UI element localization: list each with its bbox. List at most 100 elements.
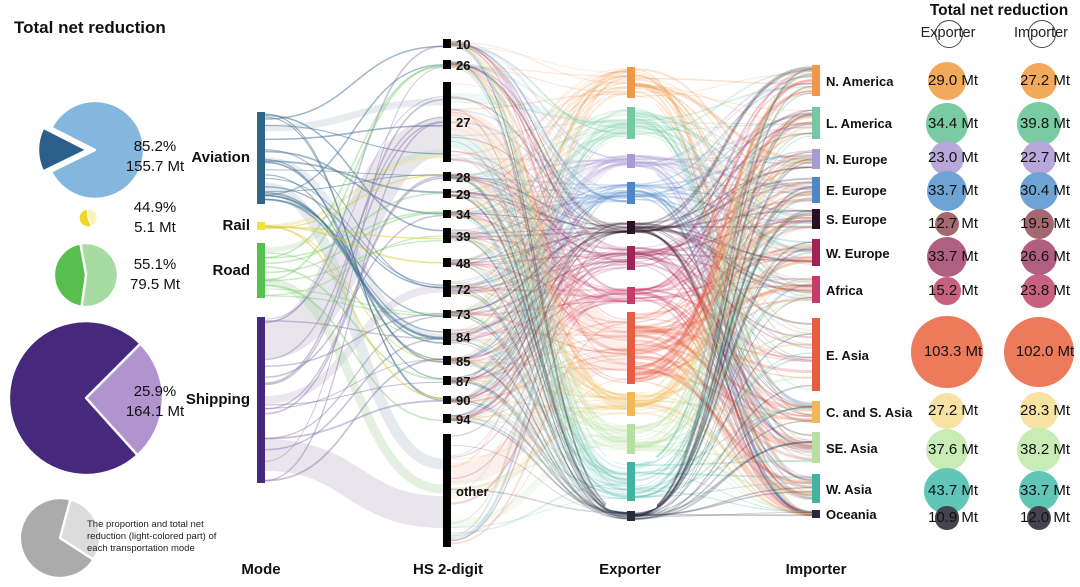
- flow-link: [634, 264, 813, 516]
- flow-link: [634, 380, 813, 517]
- label-mode-aviation: Aviation: [191, 149, 250, 166]
- node-exporter-se-asia: [627, 424, 635, 454]
- flow-link: [450, 121, 628, 203]
- flow-link: [634, 367, 813, 485]
- flow-link: [634, 219, 813, 329]
- flow-link: [634, 355, 813, 418]
- value-importer-s-europe: 19.5 Mt: [1019, 215, 1071, 232]
- flow-link: [450, 161, 628, 194]
- flow-link: [450, 177, 628, 186]
- flow-link: [264, 186, 444, 289]
- node-mode-rail: [257, 222, 265, 230]
- flow-link: [634, 283, 813, 352]
- flow-link: [450, 191, 628, 233]
- flow-link: [634, 325, 813, 374]
- flow-link: [450, 411, 628, 490]
- flow-link: [450, 164, 628, 402]
- flow-link: [634, 293, 813, 443]
- flow-link: [450, 397, 628, 438]
- flow-link: [450, 377, 628, 430]
- flow-link: [634, 280, 813, 405]
- flow-link: [634, 288, 813, 358]
- flow-link: [450, 122, 628, 397]
- flow-link: [634, 286, 813, 334]
- flow-link: [450, 44, 628, 443]
- axis-label-importer: Importer: [785, 561, 847, 578]
- flow-link: [450, 158, 628, 261]
- flow-link: [450, 72, 628, 363]
- white-lens: [801, 139, 819, 149]
- flow-link: [634, 189, 813, 451]
- flow-link: [634, 278, 813, 291]
- flow-link: [450, 222, 628, 437]
- flow-link: [264, 121, 444, 482]
- flow-link: [634, 356, 813, 490]
- flow-link: [450, 230, 628, 475]
- flow-link: [450, 380, 628, 496]
- flow-link: [450, 119, 628, 177]
- white-lens: [605, 137, 657, 156]
- node-importer-e-asia: [812, 318, 820, 391]
- node-exporter-c-and-s-asia: [627, 392, 635, 416]
- flow-link: [634, 68, 813, 230]
- flow-link: [634, 226, 813, 407]
- flow-link: [634, 256, 813, 376]
- flow-link: [450, 191, 628, 360]
- flow-link: [634, 408, 813, 448]
- axis-label-mode: Mode: [241, 561, 281, 578]
- flow-link: [450, 314, 628, 432]
- flow-link: [450, 287, 628, 504]
- flow-link: [634, 472, 813, 513]
- flow-link: [450, 213, 628, 303]
- flow-link: [634, 332, 813, 430]
- node-hs-29: [443, 189, 451, 198]
- flow-link: [634, 74, 813, 268]
- flow-link: [450, 415, 628, 491]
- flow-link: [450, 186, 628, 197]
- flow-link: [450, 214, 628, 516]
- flow-link: [450, 43, 628, 135]
- flow-link: [264, 121, 444, 386]
- flow-link: [634, 399, 813, 420]
- flow-link: [634, 511, 813, 518]
- flow-link: [634, 400, 813, 421]
- label-importer-e-asia: E. Asia: [826, 347, 869, 363]
- flow-link: [450, 227, 628, 360]
- flow-link: [634, 189, 813, 513]
- flow-link: [450, 213, 628, 427]
- left-panel-title: Total net reduction: [14, 18, 166, 37]
- flow-link: [634, 248, 813, 262]
- flow-link: [634, 92, 813, 291]
- flow-link: [450, 235, 628, 517]
- flow-link: [634, 217, 813, 295]
- flow-link: [634, 318, 813, 362]
- flow-link: [634, 165, 813, 516]
- flow-link: [450, 173, 628, 405]
- flow-link: [450, 70, 628, 237]
- flow-link: [634, 186, 813, 489]
- flow-link: [634, 87, 813, 265]
- flow-link: [450, 396, 628, 415]
- flow-link: [450, 195, 628, 343]
- flow-link: [634, 66, 813, 226]
- flow-link: [450, 193, 628, 445]
- flow-link: [450, 187, 628, 294]
- flow-link: [634, 299, 813, 408]
- flow-link: [450, 158, 628, 232]
- flow-link: [450, 83, 628, 164]
- flow-link: [634, 446, 813, 513]
- flow-link: [634, 228, 813, 514]
- bubble-exporter-s-europe: [934, 211, 960, 237]
- bubble-importer-e-europe: [1019, 171, 1059, 211]
- flow-link: [634, 209, 813, 229]
- flow-link: [634, 296, 813, 376]
- flow-link: [634, 84, 813, 124]
- flow-link: [450, 263, 628, 365]
- pie-sector: [49, 99, 146, 201]
- flow-link: [264, 214, 444, 378]
- flow-link: [450, 157, 628, 402]
- pie-sector: [58, 498, 102, 561]
- flow-link: [450, 61, 628, 515]
- label-hs-85: 85: [456, 353, 471, 369]
- flow-link: [264, 160, 444, 194]
